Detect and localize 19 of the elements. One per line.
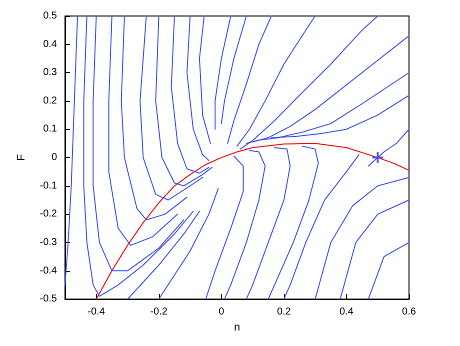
x-tick-label: 0.4 bbox=[340, 306, 354, 318]
y-tick-label: -0.4 bbox=[40, 265, 58, 276]
x-tick-label: 0 bbox=[218, 306, 225, 318]
y-tick-label: 0.1 bbox=[43, 124, 58, 135]
y-tick-label: -0.2 bbox=[40, 208, 58, 220]
x-tick-label: 0.2 bbox=[276, 306, 292, 318]
y-axis-title: F bbox=[16, 154, 28, 161]
y-tick-label: 0.2 bbox=[43, 95, 58, 106]
y-tick-label: -0.5 bbox=[40, 294, 58, 305]
y-tick-label: 0.4 bbox=[43, 38, 58, 50]
y-tick-label: -0.1 bbox=[40, 180, 58, 192]
y-tick-label: 0.5 bbox=[43, 10, 58, 22]
y-tick-label: 0.3 bbox=[43, 67, 58, 78]
x-tick-label: -0.2 bbox=[150, 306, 168, 318]
x-tick-label: 0.6 bbox=[402, 306, 416, 318]
y-tick-label: 0 bbox=[51, 152, 58, 164]
x-axis-title: n bbox=[234, 322, 240, 334]
x-tick-label: -0.4 bbox=[88, 306, 106, 318]
y-tick-label: -0.3 bbox=[40, 236, 58, 248]
